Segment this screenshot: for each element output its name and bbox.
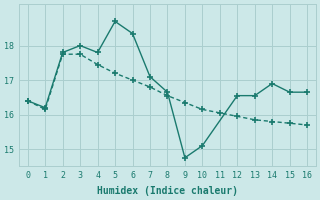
X-axis label: Humidex (Indice chaleur): Humidex (Indice chaleur)	[97, 186, 238, 196]
